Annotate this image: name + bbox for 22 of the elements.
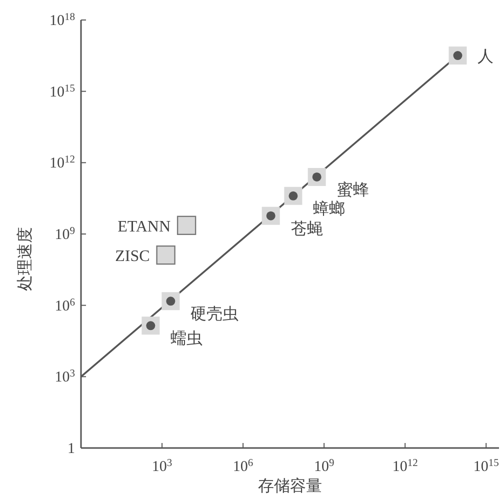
annotation: 硬壳虫 (190, 304, 239, 324)
y-tick-label: 10$^{18}$ (50, 12, 75, 29)
x-tick-label: 10$^{9}$ (314, 458, 334, 475)
y-tick-label: 10$^{3}$ (54, 368, 75, 386)
annotation: 蟑螂 (313, 198, 346, 218)
series-label: ETANN (118, 218, 171, 236)
annotation: 蠕虫 (170, 328, 203, 348)
y-tick-label: 10$^{9}$ (54, 226, 75, 243)
x-tick-label: 10$^{15}$ (473, 458, 499, 475)
annotation: 蜜蜂 (336, 180, 369, 199)
x-tick-label: 10$^{6}$ (232, 458, 254, 475)
y-tick-label: 10$^{12}$ (50, 154, 75, 172)
y-tick-label: 10$^{15}$ (50, 82, 75, 100)
y-tick-label: 1 (68, 441, 75, 457)
annotation: 人 (478, 46, 494, 66)
y-axis-title: 处理速度 (15, 227, 34, 291)
x-tick-label: 10$^{3}$ (152, 458, 172, 475)
y-tick-label: 10$^{6}$ (54, 296, 75, 314)
annotation: 苍蝇 (290, 218, 323, 238)
x-tick-label: 10$^{12}$ (392, 458, 418, 475)
series-label: ZISC (115, 248, 150, 266)
x-axis-title: 存储容量 (258, 476, 322, 495)
